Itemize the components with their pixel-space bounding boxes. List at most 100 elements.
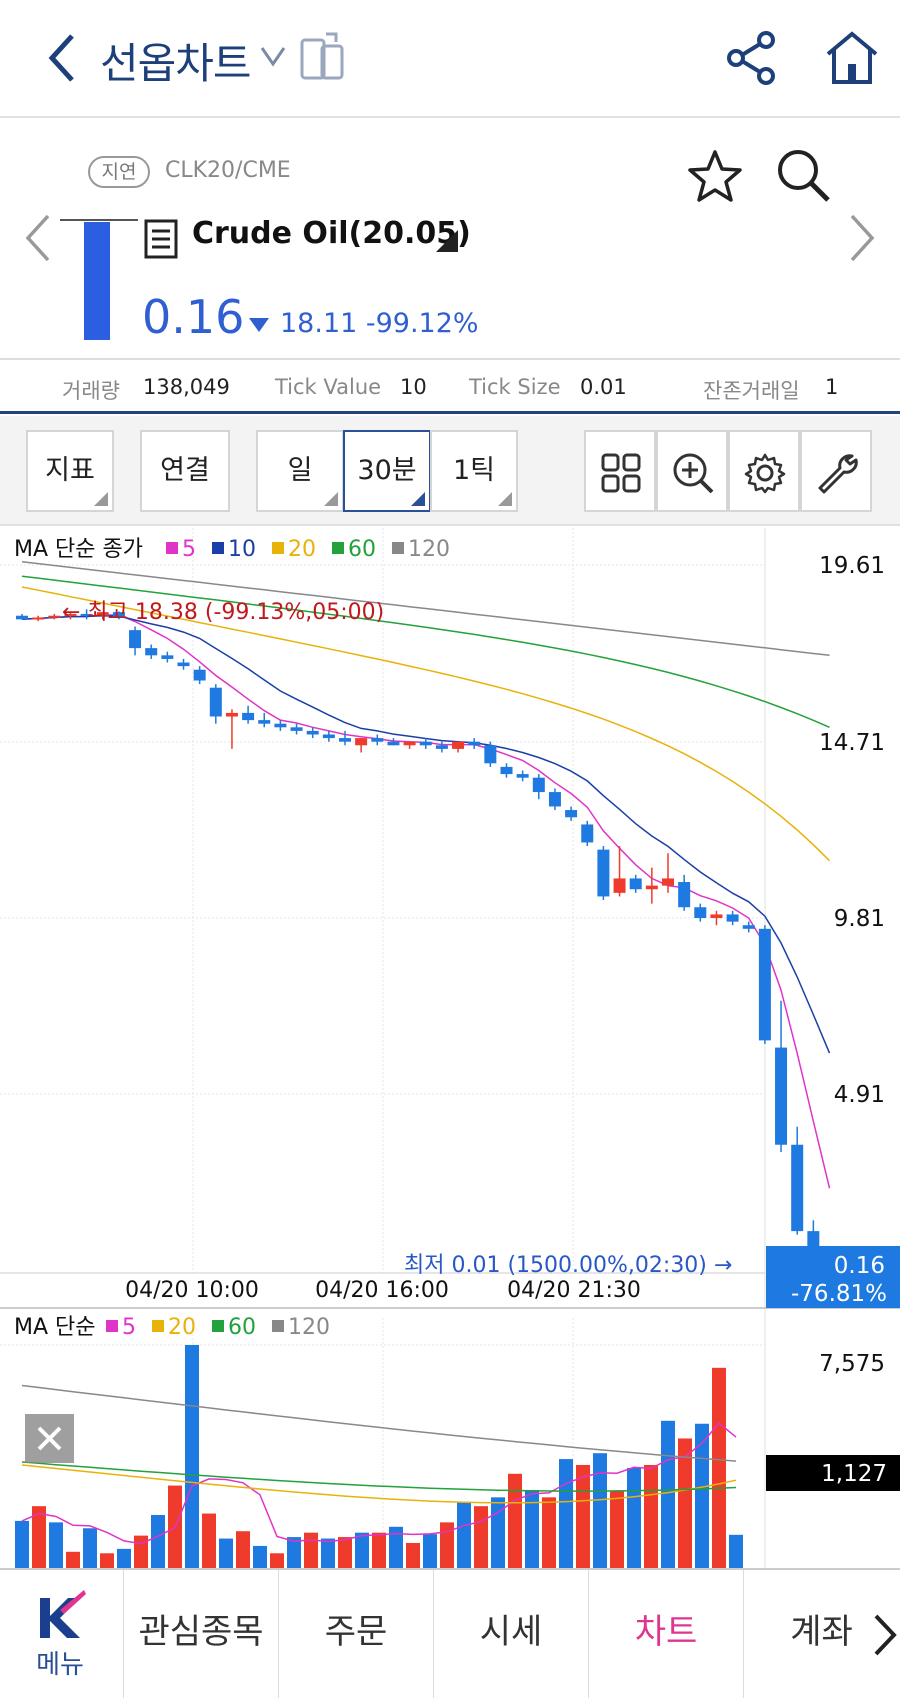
indicator-button[interactable]: 지표: [26, 430, 114, 512]
candle-body: [242, 712, 255, 721]
chevron-right-icon[interactable]: [870, 1612, 900, 1658]
link-button[interactable]: 연결: [140, 430, 230, 512]
down-triangle-icon: [249, 318, 269, 332]
volume-bar: [559, 1459, 573, 1568]
volume-ma-legend: 5 20 60 120: [106, 1315, 330, 1340]
volume-bar: [406, 1542, 420, 1568]
legend-entry: 10: [228, 537, 256, 562]
tools-button[interactable]: [800, 430, 872, 512]
volume-bar: [729, 1534, 743, 1568]
volume-ma-lines: [21, 1384, 737, 1545]
low-label: 최저 0.01 (1500.00%,02:30) →: [404, 1253, 732, 1278]
candle-body: [387, 741, 400, 746]
candle-body: [452, 741, 465, 749]
volume-bar: [270, 1553, 284, 1568]
legend-swatch: [106, 1320, 118, 1332]
star-icon[interactable]: [686, 148, 744, 206]
price-ma-legend: 5 10 20 60 120: [166, 537, 450, 562]
volume-bar: [338, 1537, 352, 1568]
candle-body: [597, 849, 610, 897]
last-price-box: [766, 1246, 900, 1308]
chart-area[interactable]: MA 단순 종가 5 10 20 60 120 19.61 14.71 9.81 4.9…: [0, 528, 900, 1568]
menu-button[interactable]: 메뉴: [0, 1570, 124, 1698]
nav-quotes[interactable]: 시세: [434, 1570, 589, 1698]
search-icon[interactable]: [772, 144, 834, 206]
volume-bar: [440, 1522, 454, 1568]
settings-button[interactable]: [728, 430, 800, 512]
close-icon: [37, 1426, 62, 1451]
close-overlay-button[interactable]: [25, 1414, 74, 1463]
volume-bar: [355, 1532, 369, 1568]
candle-body: [581, 824, 594, 843]
chart-canvas[interactable]: MA 단순 종가 5 10 20 60 120 19.61 14.71 9.81 4.9…: [0, 528, 900, 1568]
volume-bar: [678, 1438, 692, 1568]
symbol-name[interactable]: Crude Oil(20.05): [192, 216, 471, 251]
legend-entry: 20: [168, 1315, 196, 1340]
memo-icon[interactable]: [143, 218, 179, 260]
menu-label: 메뉴: [36, 1650, 84, 1680]
page-title[interactable]: 선옵차트: [100, 39, 252, 88]
volume-bar: [474, 1506, 488, 1568]
candle-body: [161, 655, 174, 659]
volume-bar: [457, 1501, 471, 1568]
y-tick: 4.91: [834, 1082, 885, 1108]
candle-body: [290, 727, 303, 731]
legend-entry: 120: [288, 1315, 330, 1340]
delay-badge: 지연: [88, 156, 150, 188]
prev-symbol-icon[interactable]: [20, 212, 56, 264]
nav-watchlist[interactable]: 관심종목: [124, 1570, 279, 1698]
bottom-navigation: 메뉴 관심종목 주문 시세 차트 계좌: [0, 1568, 900, 1698]
volume-bar: [304, 1532, 318, 1568]
tick-button[interactable]: 1틱: [430, 430, 518, 512]
candle-body: [775, 1047, 788, 1145]
device-switch-icon[interactable]: [298, 30, 348, 85]
nav-account[interactable]: 계좌: [790, 1612, 853, 1652]
candle-body: [193, 669, 206, 681]
layout-button[interactable]: [584, 430, 656, 512]
legend-entry: 5: [182, 537, 196, 562]
candle-body: [274, 723, 287, 728]
candle-body: [32, 617, 45, 620]
chevron-down-icon[interactable]: [258, 40, 288, 70]
next-symbol-icon[interactable]: [844, 212, 880, 264]
y-tick: 19.61: [819, 553, 885, 579]
candle-body: [516, 774, 529, 778]
last-price-label: 0.16: [834, 1253, 885, 1279]
candle-body: [791, 1144, 804, 1232]
volume-bar: [202, 1513, 216, 1568]
volume-bar: [49, 1522, 63, 1568]
grid-icon: [601, 453, 641, 493]
volume-current-box: [766, 1455, 900, 1491]
volume-bar: [117, 1548, 131, 1568]
candle-body: [112, 612, 125, 618]
nav-chart[interactable]: 차트: [589, 1570, 744, 1698]
candle-body: [355, 738, 368, 746]
volume-bar: [644, 1464, 658, 1568]
caret-icon[interactable]: [434, 228, 460, 254]
volume-bar: [185, 1345, 199, 1568]
volume-bar: [287, 1537, 301, 1568]
interval-button[interactable]: 30분: [343, 430, 431, 512]
legend-entry: 20: [288, 537, 316, 562]
zoom-button[interactable]: [656, 430, 728, 512]
vol-ma60-line: [21, 1461, 737, 1492]
period-button[interactable]: 일: [256, 430, 344, 512]
candle-body: [209, 687, 222, 717]
back-icon[interactable]: [40, 28, 90, 88]
share-icon[interactable]: [722, 28, 782, 88]
volume-y-tick: 7,575: [819, 1351, 885, 1377]
volume-bar: [100, 1553, 114, 1568]
volume-bar-series: [15, 1345, 743, 1568]
home-icon[interactable]: [822, 28, 882, 88]
nav-order[interactable]: 주문: [279, 1570, 434, 1698]
last-change-label: -76.81%: [791, 1281, 887, 1307]
candle-body: [48, 615, 61, 618]
ma-line-60: [21, 575, 830, 728]
volume-bar: [627, 1467, 641, 1568]
ma-line-120: [21, 561, 830, 657]
tick-value-label: Tick Value: [275, 375, 382, 399]
candle-body: [371, 738, 384, 742]
symbol-code: CLK20/CME: [165, 158, 291, 183]
volume-bar: [695, 1423, 709, 1568]
candle-body: [742, 925, 755, 929]
